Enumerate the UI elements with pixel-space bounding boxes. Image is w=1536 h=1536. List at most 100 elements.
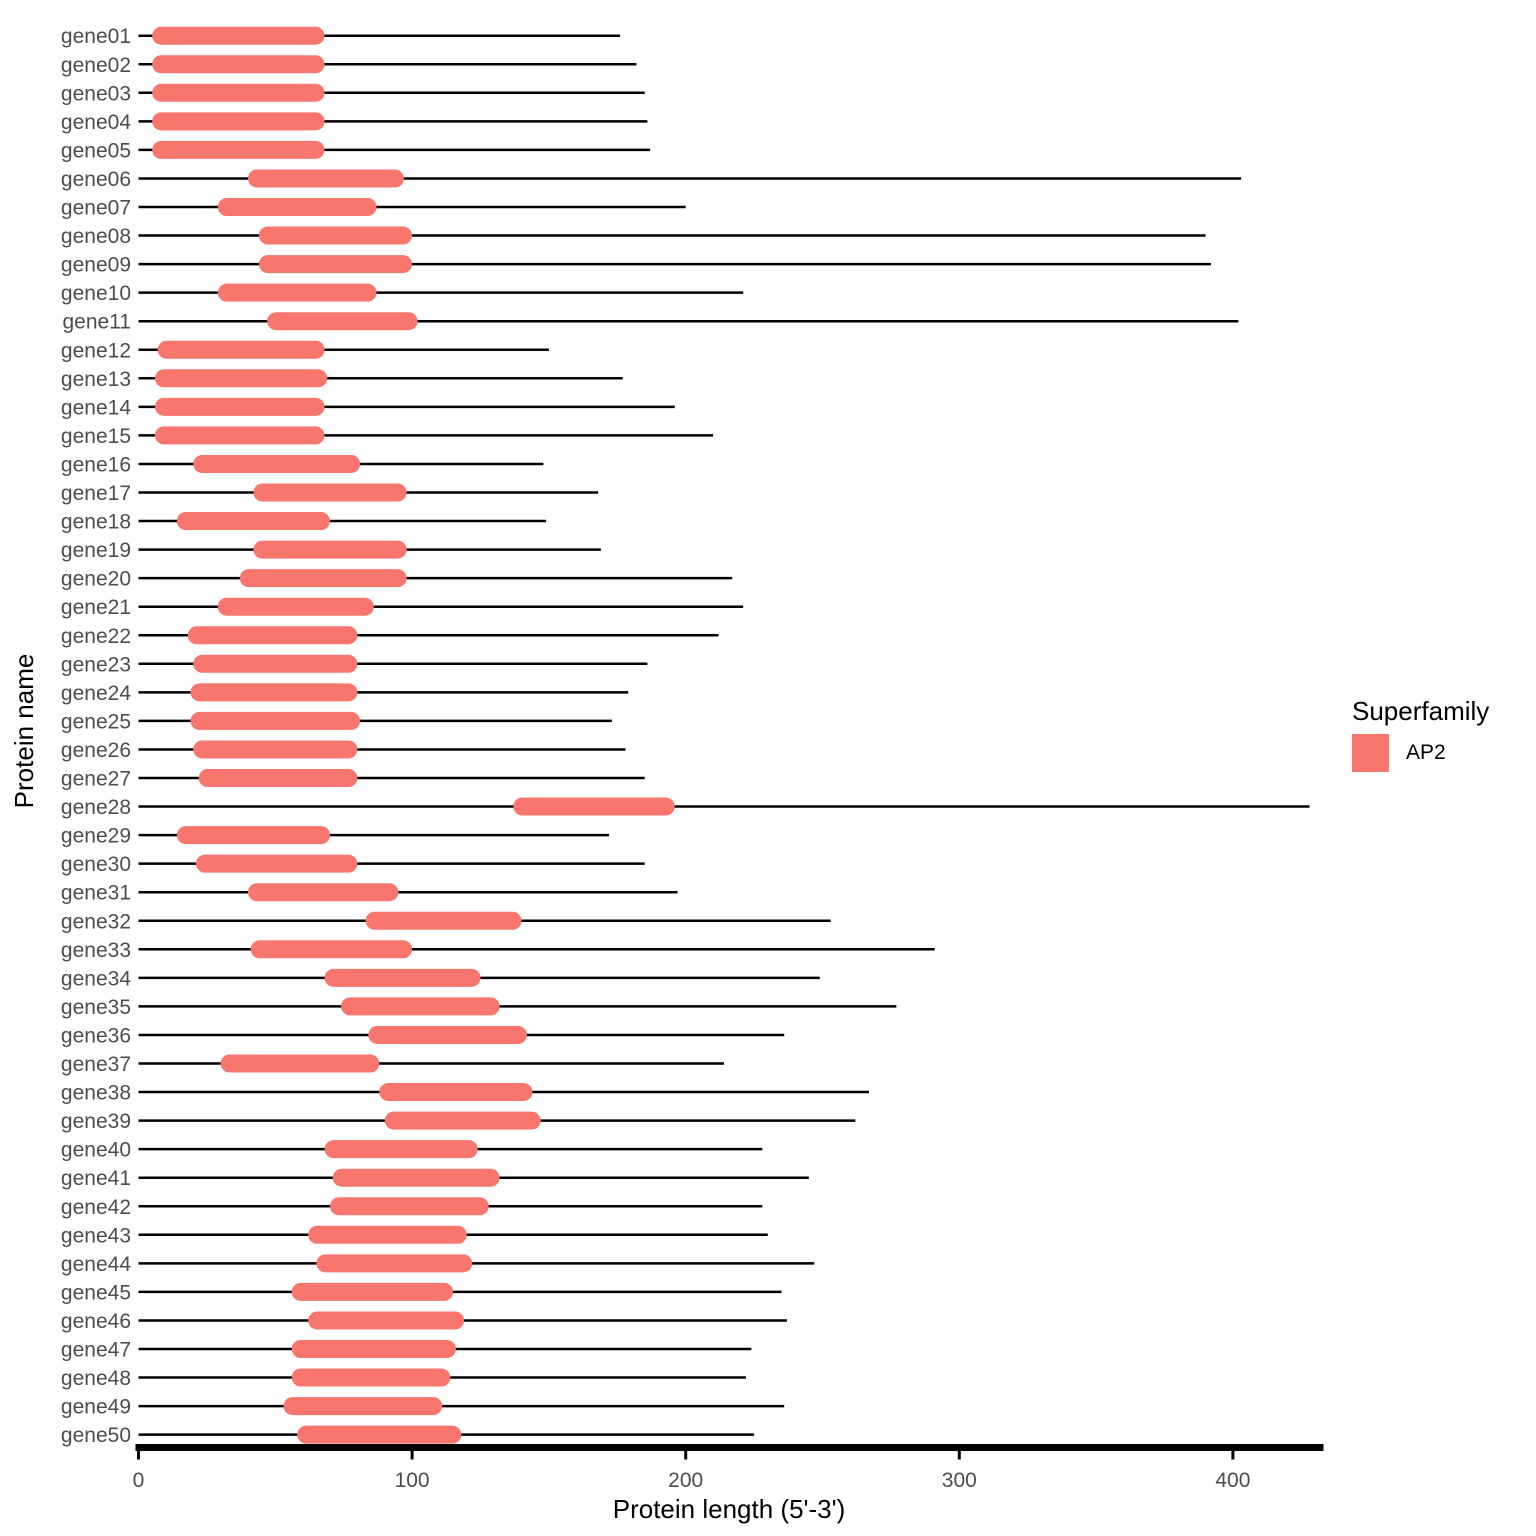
legend-item: AP2 <box>1352 734 1489 772</box>
domain-box <box>324 1140 478 1159</box>
y-axis-label: gene45 <box>61 1281 131 1304</box>
y-axis-label: gene02 <box>61 54 131 77</box>
domain-box <box>193 740 358 759</box>
y-axis-label: gene03 <box>61 82 131 105</box>
domain-box <box>152 55 325 74</box>
y-axis-label: gene29 <box>61 825 131 848</box>
y-axis-label: gene04 <box>61 111 131 134</box>
y-axis-label: gene32 <box>61 910 131 933</box>
domain-box <box>332 1168 500 1187</box>
domain-box <box>152 26 325 45</box>
y-axis-label: gene15 <box>61 425 131 448</box>
domain-box <box>154 426 325 445</box>
domain-box <box>513 797 675 816</box>
y-axis-label: gene13 <box>61 368 131 391</box>
domain-box <box>365 911 522 930</box>
y-axis-label: gene43 <box>61 1224 131 1247</box>
y-axis-label: gene14 <box>61 396 131 419</box>
domain-box <box>368 1025 528 1044</box>
domain-box <box>283 1397 443 1416</box>
y-axis-label: gene28 <box>61 796 131 819</box>
domain-box <box>187 626 358 645</box>
y-axis-label: gene01 <box>61 25 131 48</box>
domain-box <box>297 1425 462 1444</box>
legend-swatch-ap2 <box>1352 734 1389 772</box>
y-axis-label: gene16 <box>61 453 131 476</box>
domain-box <box>217 597 374 616</box>
domain-box <box>152 83 325 102</box>
y-axis-label: gene48 <box>61 1367 131 1390</box>
y-axis-label: gene27 <box>61 768 131 791</box>
x-axis-title: Protein length (5'-3') <box>612 1494 846 1524</box>
x-tick-label: 200 <box>668 1469 703 1492</box>
domain-box <box>340 997 500 1016</box>
domain-box <box>190 683 358 702</box>
y-axis-label: gene36 <box>61 1024 131 1047</box>
domain-box <box>152 112 325 131</box>
y-axis-label: gene47 <box>61 1339 131 1362</box>
domain-box <box>198 769 358 787</box>
y-axis-label: gene11 <box>62 311 131 334</box>
y-axis-label: gene37 <box>61 1053 131 1076</box>
y-axis-label: gene26 <box>61 739 131 762</box>
y-axis-label: gene42 <box>61 1196 131 1219</box>
y-axis-label: gene34 <box>61 967 131 990</box>
domain-box <box>176 826 331 845</box>
domain-box <box>291 1282 454 1301</box>
domain-box <box>247 169 404 188</box>
y-axis-label: gene09 <box>61 254 131 277</box>
domain-box <box>330 1197 489 1216</box>
y-axis-label: gene50 <box>61 1424 131 1447</box>
domain-box <box>195 854 358 873</box>
domain-box <box>154 369 328 388</box>
y-axis-label: gene21 <box>61 596 131 619</box>
domain-box <box>250 940 413 959</box>
domain-box <box>154 397 325 416</box>
y-axis-label: gene10 <box>61 282 131 305</box>
domain-box <box>316 1254 473 1273</box>
domain-box <box>247 883 399 902</box>
domain-box <box>239 569 407 588</box>
y-axis-label: gene40 <box>61 1139 131 1162</box>
y-axis-label: gene17 <box>61 482 131 505</box>
x-tick-label: 100 <box>395 1469 430 1492</box>
y-axis-label: gene39 <box>61 1110 131 1133</box>
legend: Superfamily AP2 <box>1352 695 1489 772</box>
y-axis-label: gene07 <box>61 197 131 220</box>
y-axis-label: gene35 <box>61 996 131 1019</box>
y-axis-label: gene12 <box>61 339 131 362</box>
y-axis-label: gene06 <box>61 168 131 191</box>
domain-box <box>308 1311 465 1330</box>
y-axis-label: gene31 <box>61 882 131 905</box>
legend-item-label: AP2 <box>1406 741 1446 764</box>
y-axis-label: gene41 <box>61 1167 131 1190</box>
y-axis-label: gene33 <box>61 939 131 962</box>
y-axis-label: gene23 <box>61 653 131 676</box>
domain-box <box>190 711 361 730</box>
y-axis-label: gene19 <box>61 539 131 562</box>
x-tick-label: 400 <box>1215 1469 1250 1492</box>
domain-box <box>267 312 418 331</box>
x-tick-label: 300 <box>942 1469 977 1492</box>
domain-box <box>253 540 407 559</box>
domain-box <box>308 1225 467 1244</box>
y-axis-label: gene25 <box>61 710 131 733</box>
x-tick-label: 0 <box>133 1469 145 1492</box>
domain-box <box>324 968 481 987</box>
y-axis-label: gene20 <box>61 568 131 591</box>
domain-box <box>193 654 358 673</box>
y-axis-label: gene44 <box>61 1253 131 1276</box>
domain-box <box>152 140 325 159</box>
domain-box <box>258 255 413 274</box>
y-axis-label: gene22 <box>61 625 131 648</box>
domain-box <box>193 454 361 473</box>
y-axis-label: gene24 <box>61 682 131 705</box>
domain-box <box>220 1054 380 1073</box>
y-axis-title: Protein name <box>9 653 39 809</box>
legend-title: Superfamily <box>1352 696 1490 726</box>
domain-box <box>291 1340 456 1358</box>
domain-box <box>217 198 377 216</box>
domain-box <box>384 1111 541 1130</box>
